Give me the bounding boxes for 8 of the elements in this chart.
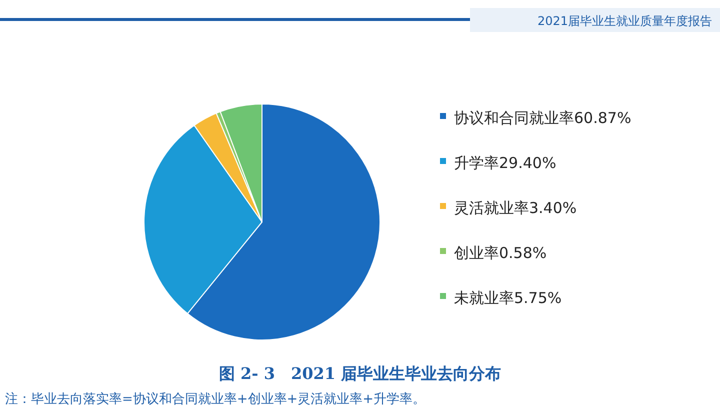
legend-label: 灵活就业率3.40%	[454, 199, 577, 217]
legend-label: 升学率29.40%	[454, 154, 556, 172]
text: 注：毕业去向落实率=协议和合同就业率+创业率+灵活就业率+升学率。	[5, 391, 426, 407]
legend-label: 未就业率5.75%	[454, 289, 562, 307]
chart-subtitle: 2021届毕业生就业质量年度报告	[537, 14, 712, 28]
legend-label: 创业率0.58%	[454, 244, 547, 262]
text: 图 2- 3 2021 届毕业生毕业去向分布	[218, 364, 502, 383]
legend-label: 协议和合同就业率60.87%	[454, 109, 632, 127]
